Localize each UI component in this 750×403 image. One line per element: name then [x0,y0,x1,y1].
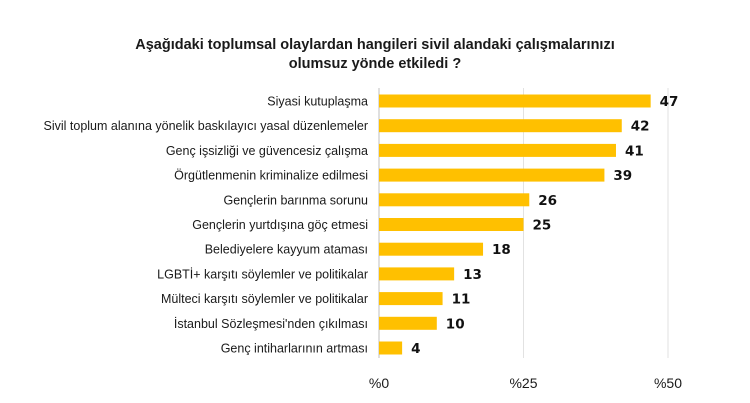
bar [379,94,651,108]
value-label: 4 [411,341,420,357]
chart-title-line-1: Aşağıdaki toplumsal olaylardan hangileri… [135,37,615,53]
category-label: Mülteci karşıtı söylemler ve politikalar [161,292,368,306]
value-label: 39 [613,168,632,184]
value-label: 11 [452,292,471,308]
category-label: Gençlerin yurtdışına göç etmesi [192,218,368,232]
bar [379,341,403,355]
category-label: LGBTİ+ karşıtı söylemler ve politikalar [157,267,368,281]
bar [379,242,484,256]
x-tick-label: %0 [369,375,389,391]
x-tick-label: %25 [509,375,537,391]
x-tick-label: %50 [654,375,682,391]
label-layer: Siyasi kutuplaşma 47 Sivil toplum alanına … [44,94,679,357]
value-label: 26 [538,193,557,209]
bar [379,267,455,281]
category-label: Genç işsizliği ve güvencesiz çalışma [166,144,368,158]
value-label: 18 [492,242,511,258]
chart-title: Aşağıdaki toplumsal olaylardan hangileri… [0,36,750,74]
bar [379,119,622,133]
value-label: 25 [533,218,552,234]
bar [379,143,616,157]
value-label: 10 [446,316,465,332]
category-label: Belediyelere kayyum ataması [205,243,368,257]
category-label: Sivil toplum alanına yönelik baskılayıcı… [44,119,368,133]
bar-layer [379,94,651,355]
category-label: Gençlerin barınma sorunu [223,193,368,207]
chart-title-line-2: olumsuz yönde etkiledi ? [288,56,462,72]
bar [379,316,437,330]
category-label: Siyasi kutuplaşma [267,95,368,109]
value-label: 47 [660,94,679,110]
value-label: 13 [463,267,482,283]
value-label: 42 [631,119,650,135]
bar [379,218,524,231]
bar [379,292,443,306]
category-label: Genç intiharlarının artması [221,342,368,356]
value-label: 41 [625,143,644,159]
bar [379,168,605,182]
category-label: Örgütlenmenin kriminalize edilmesi [174,169,368,183]
category-label: İstanbul Sözleşmesi'nden çıkılması [174,317,368,331]
tick-layer: %0 %25 %50 [369,375,682,391]
bar [379,193,530,207]
